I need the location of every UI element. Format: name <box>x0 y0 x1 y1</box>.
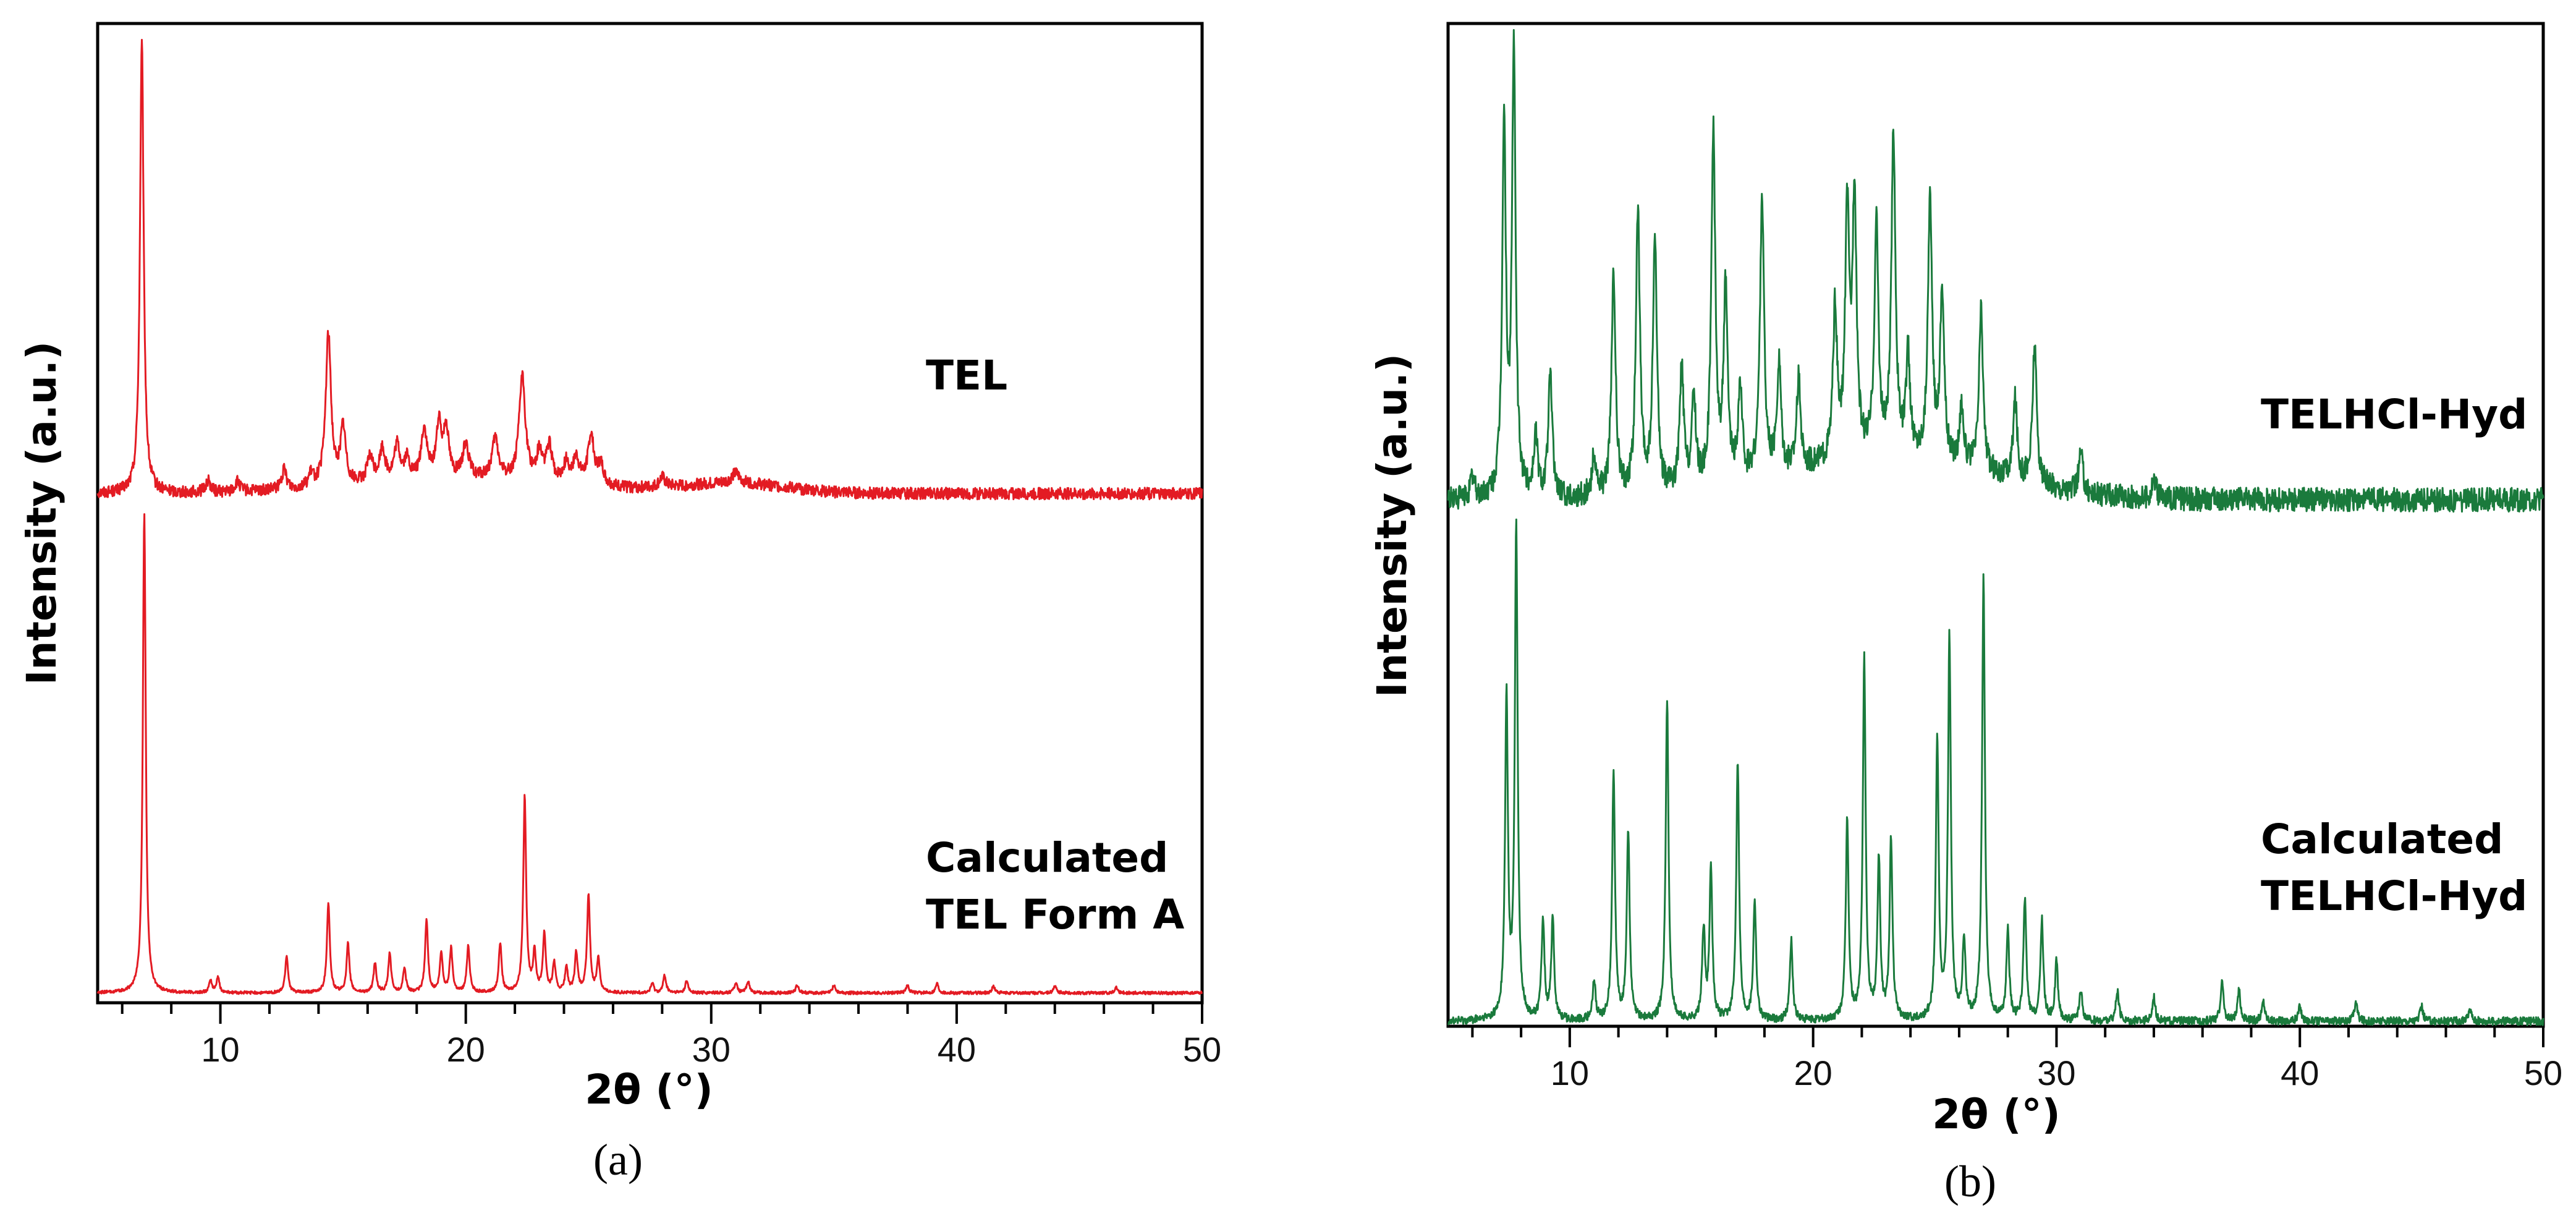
panel-label: (b) <box>1944 1157 1996 1206</box>
x-tick-label: 10 <box>201 1030 239 1069</box>
y-axis-title: Intensity (a.u.) <box>18 341 66 685</box>
series-label: TELHCl-Hyd <box>2261 872 2527 920</box>
panel-a-chart: 10 20 30 40 50 2θ (°) Intensity (a.u.) (a) TEL Ca… <box>18 22 1221 1185</box>
x-tick-label: 30 <box>692 1030 731 1069</box>
x-tick-label: 10 <box>1551 1053 1589 1092</box>
x-tick-label: 40 <box>938 1030 976 1069</box>
series-line-experimental <box>1447 29 2544 513</box>
series-line-experimental <box>96 38 1203 501</box>
series-line-calculated <box>1447 518 2544 1026</box>
panel-label: (a) <box>593 1135 643 1185</box>
y-axis-title: Intensity (a.u.) <box>1368 354 1416 697</box>
series-line-calculated <box>96 513 1203 995</box>
series-label: Calculated <box>926 834 1168 882</box>
series-label: TEL <box>926 352 1007 399</box>
plot-frame <box>1446 22 2545 1028</box>
x-tick-label: 50 <box>2524 1053 2562 1092</box>
x-tick-label: 20 <box>1794 1053 1832 1092</box>
plot-frame <box>96 22 1204 1005</box>
series-label: TEL Form A <box>926 891 1184 938</box>
x-tick-label: 20 <box>447 1030 485 1069</box>
x-axis-title: 2θ (°) <box>585 1066 713 1113</box>
x-tick-label: 50 <box>1183 1030 1221 1069</box>
x-tick-label: 40 <box>2281 1053 2319 1092</box>
x-axis-title: 2θ (°) <box>1932 1091 2061 1138</box>
series-label: TELHCl-Hyd <box>2261 391 2527 438</box>
x-tick-label: 30 <box>2037 1053 2075 1092</box>
series-label: Calculated <box>2261 815 2503 863</box>
panel-b-chart: 10 20 30 40 50 2θ (°) Intensity (a.u.) (b) TELHC… <box>1368 22 2562 1206</box>
